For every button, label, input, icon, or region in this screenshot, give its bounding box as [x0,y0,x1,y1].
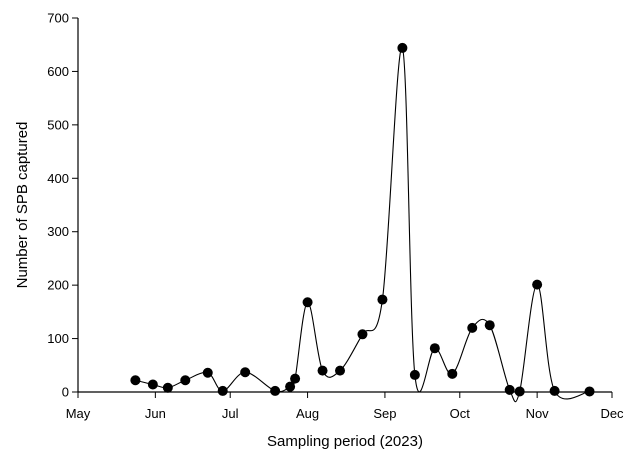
data-point [217,385,228,396]
data-point [377,294,388,305]
y-ticks: 0 100 200 300 400 500 600 700 [47,11,78,400]
x-tick-label: Dec [600,406,624,421]
data-point [447,368,458,379]
data-point [514,386,525,397]
x-tick-label: Jun [145,406,166,421]
y-tick-label: 400 [47,171,69,186]
x-tick-label: Jul [222,406,239,421]
data-point [429,343,440,354]
data-point [202,367,213,378]
x-axis-title: Sampling period (2023) [267,433,423,450]
data-point [532,279,543,290]
y-tick-label: 300 [47,224,69,239]
data-point [549,385,560,396]
x-tick-label: May [66,406,91,421]
data-point [180,375,191,386]
data-point [467,322,478,333]
data-point [357,329,368,340]
data-point [584,386,595,397]
y-tick-label: 100 [47,331,69,346]
x-ticks: May Jun Jul Aug Sep Oct Nov Dec [66,392,624,421]
y-tick-label: 200 [47,278,69,293]
data-point [484,320,495,331]
data-point [147,379,158,390]
x-tick-label: Aug [296,406,319,421]
plot-area: 0 100 200 300 400 500 600 700 May Jun Jul Aug Sep Oc… [47,11,624,422]
y-axis-title: Number of SPB captured [14,122,31,289]
data-point [335,365,346,376]
data-point [285,381,296,392]
data-point [162,382,173,393]
data-point [397,42,408,53]
x-tick-label: Nov [526,406,550,421]
data-point [317,365,328,376]
data-point [290,373,301,384]
data-point [270,385,281,396]
data-point [504,384,515,395]
series-line [135,47,590,403]
x-tick-label: Sep [373,406,396,421]
data-point [409,369,420,380]
y-tick-label: 600 [47,64,69,79]
y-tick-label: 500 [47,117,69,132]
y-tick-label: 700 [47,11,69,26]
y-tick-label: 0 [62,385,69,400]
data-point [240,367,251,378]
data-point [130,375,141,386]
x-tick-label: Oct [450,406,471,421]
data-point [302,297,313,308]
data-markers [130,42,595,397]
